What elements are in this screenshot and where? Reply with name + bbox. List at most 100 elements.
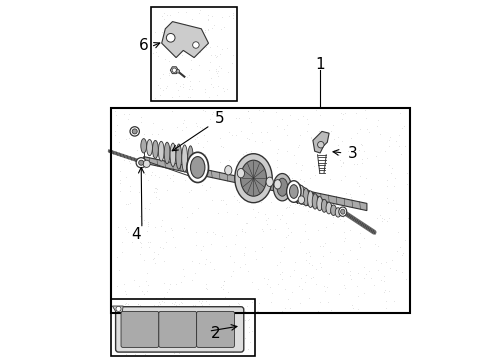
Point bbox=[126, 159, 134, 165]
Point bbox=[385, 144, 392, 149]
Point bbox=[124, 327, 132, 332]
Point bbox=[354, 147, 362, 153]
Point bbox=[122, 292, 130, 297]
Point bbox=[113, 283, 121, 289]
Ellipse shape bbox=[166, 33, 175, 42]
Point bbox=[134, 301, 142, 307]
Point bbox=[217, 319, 224, 325]
Point bbox=[161, 33, 169, 39]
Point bbox=[163, 83, 170, 89]
Point bbox=[230, 241, 238, 247]
Point bbox=[191, 302, 199, 308]
Point bbox=[239, 320, 246, 326]
Point bbox=[244, 329, 252, 335]
Point bbox=[203, 139, 210, 144]
Point bbox=[328, 220, 336, 226]
Point bbox=[304, 208, 312, 214]
Point bbox=[182, 9, 190, 14]
Text: 1: 1 bbox=[315, 57, 324, 72]
Point bbox=[354, 183, 362, 189]
Point bbox=[203, 26, 211, 32]
Point bbox=[366, 275, 374, 281]
Point bbox=[199, 107, 206, 113]
Point bbox=[173, 326, 181, 332]
Point bbox=[398, 269, 406, 274]
Point bbox=[345, 248, 353, 253]
Point bbox=[168, 108, 176, 114]
Point bbox=[253, 309, 261, 314]
Point bbox=[160, 299, 167, 305]
Point bbox=[177, 312, 184, 318]
Point bbox=[139, 349, 147, 355]
Point bbox=[323, 299, 331, 305]
Point bbox=[352, 180, 360, 185]
Point bbox=[147, 131, 155, 137]
Point bbox=[143, 282, 151, 288]
Point bbox=[213, 92, 221, 98]
Point bbox=[385, 288, 392, 294]
Text: 4: 4 bbox=[131, 226, 141, 242]
Point bbox=[144, 219, 152, 225]
Point bbox=[370, 241, 378, 247]
Point bbox=[301, 273, 309, 278]
Point bbox=[211, 54, 219, 60]
Point bbox=[122, 337, 130, 343]
Point bbox=[169, 336, 177, 341]
Point bbox=[174, 87, 182, 93]
Ellipse shape bbox=[136, 158, 146, 168]
Point bbox=[216, 51, 224, 57]
Point bbox=[177, 280, 184, 285]
Point bbox=[394, 132, 402, 138]
Point bbox=[338, 159, 346, 165]
Point bbox=[181, 22, 188, 27]
Point bbox=[245, 115, 253, 121]
Point bbox=[382, 298, 389, 304]
Point bbox=[140, 131, 148, 137]
Point bbox=[187, 210, 195, 216]
Point bbox=[203, 17, 211, 23]
Point bbox=[203, 12, 211, 18]
Point bbox=[112, 112, 120, 117]
Point bbox=[165, 281, 173, 287]
Point bbox=[238, 151, 246, 157]
Point bbox=[303, 121, 311, 127]
Point bbox=[172, 324, 180, 330]
Point bbox=[163, 12, 171, 18]
Point bbox=[218, 307, 226, 312]
Point bbox=[341, 190, 349, 196]
Point bbox=[128, 232, 136, 238]
Point bbox=[315, 112, 323, 117]
Point bbox=[226, 273, 234, 279]
Point bbox=[351, 110, 359, 116]
Point bbox=[153, 186, 161, 192]
Point bbox=[377, 218, 385, 224]
Point bbox=[261, 211, 268, 217]
Point bbox=[365, 268, 372, 274]
Point bbox=[247, 279, 255, 285]
Point bbox=[325, 176, 333, 182]
Point bbox=[202, 124, 209, 130]
Point bbox=[255, 300, 263, 306]
Point bbox=[258, 109, 266, 114]
Point bbox=[218, 197, 226, 203]
Point bbox=[152, 343, 160, 349]
Point bbox=[186, 321, 194, 327]
Point bbox=[387, 257, 395, 263]
Point bbox=[302, 129, 310, 134]
Point bbox=[353, 271, 361, 276]
Point bbox=[337, 212, 345, 218]
Point bbox=[161, 320, 169, 325]
Point bbox=[128, 239, 136, 244]
Point bbox=[398, 252, 406, 258]
Point bbox=[237, 184, 245, 189]
Point bbox=[224, 69, 231, 75]
Point bbox=[194, 10, 202, 15]
Point bbox=[217, 332, 225, 337]
Point bbox=[185, 43, 193, 49]
Point bbox=[206, 44, 214, 50]
Point bbox=[335, 216, 343, 221]
Point bbox=[317, 204, 325, 210]
Point bbox=[162, 313, 169, 319]
Point bbox=[155, 308, 163, 314]
Point bbox=[122, 300, 130, 306]
